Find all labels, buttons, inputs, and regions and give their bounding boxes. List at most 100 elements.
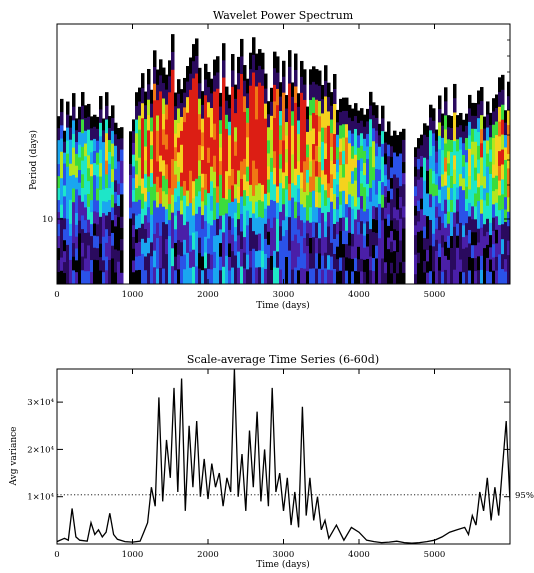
wavelet-power-cell	[474, 232, 478, 246]
wavelet-power-cell	[339, 138, 343, 153]
wavelet-power-cell	[156, 207, 160, 224]
wavelet-power-cell	[201, 270, 205, 284]
wavelet-power-cell	[381, 156, 385, 170]
wavelet-power-cell	[492, 257, 496, 272]
wavelet-power-cell	[366, 221, 370, 235]
wavelet-power-cell	[114, 203, 118, 216]
wavelet-power-cell	[423, 238, 427, 251]
wavelet-power-cell	[132, 213, 136, 226]
wavelet-power-cell	[231, 169, 235, 186]
wavelet-power-cell	[441, 186, 445, 200]
wavelet-power-cell	[282, 252, 286, 269]
wavelet-power-cell	[444, 171, 448, 187]
wavelet-power-cell	[396, 198, 400, 211]
wavelet-power-cell	[504, 159, 508, 173]
wavelet-power-cell	[192, 181, 196, 199]
wavelet-power-cell	[309, 237, 313, 254]
wavelet-power-cell	[471, 206, 475, 220]
wavelet-power-cell	[333, 253, 337, 270]
wavelet-power-cell	[246, 240, 250, 256]
wavelet-power-cell	[96, 272, 100, 284]
wavelet-power-cell	[270, 199, 274, 215]
wavelet-power-cell	[240, 266, 244, 284]
wavelet-power-cell	[309, 115, 313, 132]
wavelet-power-cell	[72, 106, 76, 121]
wavelet-power-cell	[501, 194, 505, 210]
wavelet-power-cell	[69, 115, 73, 129]
wavelet-power-cell	[180, 186, 184, 201]
wavelet-power-cell	[207, 193, 211, 209]
wavelet-power-cell	[372, 206, 376, 220]
wavelet-power-cell	[489, 186, 493, 199]
wavelet-power-cell	[198, 98, 202, 115]
wavelet-power-cell	[438, 270, 442, 284]
wavelet-power-cell	[399, 153, 403, 165]
wavelet-power-cell	[219, 256, 223, 271]
wavelet-power-cell	[303, 222, 307, 239]
wavelet-power-cell	[153, 167, 157, 185]
wavelet-power-cell	[402, 150, 406, 163]
wavelet-power-cell	[213, 187, 217, 205]
wavelet-power-cell	[117, 150, 121, 162]
wavelet-power-cell	[135, 92, 139, 107]
wavelet-power-cell	[294, 70, 298, 87]
wavelet-power-cell	[393, 141, 397, 154]
wavelet-power-cell	[351, 171, 355, 185]
wavelet-power-cell	[108, 116, 112, 129]
wavelet-power-cell	[75, 224, 79, 238]
wavelet-power-cell	[438, 149, 442, 164]
wavelet-power-cell	[435, 239, 439, 252]
wavelet-power-cell	[450, 271, 454, 284]
wavelet-power-cell	[435, 140, 439, 153]
wavelet-power-cell	[225, 213, 229, 229]
wavelet-power-cell	[111, 207, 115, 221]
wavelet-power-cell	[414, 186, 418, 197]
wavelet-power-cell	[339, 178, 343, 192]
wavelet-power-cell	[468, 270, 472, 284]
wavelet-power-cell	[204, 268, 208, 284]
wavelet-power-cell	[252, 248, 256, 267]
wavelet-power-cell	[444, 87, 448, 102]
wavelet-power-cell	[180, 158, 184, 174]
wavelet-power-cell	[465, 223, 469, 236]
wavelet-power-cell	[414, 254, 418, 265]
wavelet-power-cell	[462, 248, 466, 262]
wavelet-power-cell	[69, 247, 73, 261]
wavelet-power-cell	[396, 209, 400, 221]
wavelet-power-cell	[84, 258, 88, 272]
wavelet-power-cell	[429, 181, 433, 195]
wavelet-power-cell	[279, 125, 283, 141]
wavelet-power-cell	[135, 105, 139, 121]
wavelet-power-cell	[231, 251, 235, 269]
wavelet-power-cell	[219, 174, 223, 189]
wavelet-power-cell	[57, 248, 61, 261]
wavelet-power-cell	[357, 147, 361, 161]
avg-x-tick-label: 5000	[424, 550, 446, 560]
wavelet-power-cell	[129, 185, 133, 198]
wavelet-power-cell	[360, 170, 364, 185]
wavelet-power-cell	[396, 252, 400, 264]
wavelet-power-cell	[477, 242, 481, 257]
wavelet-power-cell	[456, 235, 460, 249]
wavelet-power-cell	[177, 269, 181, 284]
wavelet-power-cell	[60, 98, 64, 113]
wavelet-power-cell	[495, 175, 499, 190]
wavelet-power-cell	[489, 173, 493, 187]
wavelet-power-cell	[189, 138, 193, 156]
wavelet-power-cell	[471, 167, 475, 182]
wavelet-power-cell	[351, 158, 355, 172]
wavelet-power-cell	[72, 93, 76, 108]
wavelet-power-cell	[225, 128, 229, 144]
wavelet-power-cell	[273, 267, 277, 284]
wavelet-power-cell	[264, 208, 268, 225]
wavelet-power-cell	[144, 242, 148, 258]
wavelet-power-cell	[474, 141, 478, 156]
wavelet-power-cell	[300, 204, 304, 221]
wavelet-power-cell	[378, 181, 382, 193]
wavelet-power-cell	[117, 139, 121, 151]
wavelet-power-cell	[243, 174, 247, 191]
wavelet-power-cell	[288, 83, 292, 101]
wavelet-power-cell	[369, 133, 373, 148]
wavelet-power-cell	[480, 255, 484, 271]
wavelet-power-cell	[96, 152, 100, 166]
